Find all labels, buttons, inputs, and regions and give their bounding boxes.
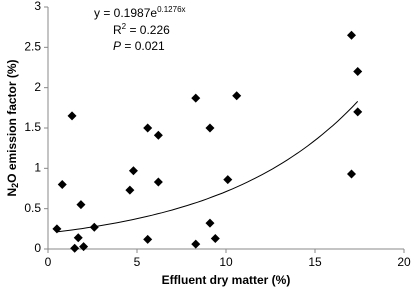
p-symbol: P <box>113 39 121 53</box>
point <box>223 175 233 185</box>
y-tick-label: 2.5 <box>24 40 41 54</box>
p-rest: = 0.021 <box>121 39 165 53</box>
r2-base: R <box>113 23 122 37</box>
y-axis-label: N2O emission factor (%) <box>5 59 20 196</box>
x-axis-label: Effluent dry matter (%) <box>162 273 291 287</box>
equation-base: y = 0.1987e <box>94 6 157 20</box>
y-tick-label: 0 <box>34 241 41 255</box>
r2-sup: 2 <box>122 22 127 31</box>
point <box>205 218 215 228</box>
point <box>57 179 67 189</box>
point <box>67 111 77 121</box>
y-tick-label: 0.5 <box>24 201 41 215</box>
point <box>79 242 89 252</box>
point <box>73 233 83 243</box>
point <box>232 91 242 101</box>
point <box>89 222 99 232</box>
y-label-rest: O emission factor (%) <box>5 59 19 182</box>
point <box>128 166 138 176</box>
x-tick-label: 5 <box>134 255 141 269</box>
y-tick-label: 1.5 <box>24 120 41 134</box>
point <box>143 123 153 133</box>
point <box>153 130 163 140</box>
x-tick-label: 0 <box>45 255 52 269</box>
y-label-main: N <box>5 188 19 197</box>
point <box>125 185 135 195</box>
point <box>191 93 201 103</box>
y-tick-label: 3 <box>34 0 41 13</box>
point <box>210 234 220 244</box>
y-label-sub: 2 <box>10 183 20 188</box>
point <box>70 243 80 253</box>
point <box>346 169 356 179</box>
p-value: P = 0.021 <box>113 39 165 53</box>
trendline <box>56 101 359 233</box>
point <box>52 224 62 234</box>
point <box>353 107 363 117</box>
y-tick-label: 1 <box>34 161 41 175</box>
x-tick-label: 15 <box>308 255 322 269</box>
point <box>153 177 163 187</box>
point <box>76 200 86 210</box>
y-tick-label: 2 <box>34 80 41 94</box>
point <box>205 123 215 133</box>
equation-exponent: 0.1276x <box>157 5 185 14</box>
r-squared: R2 = 0.226 <box>113 22 170 37</box>
point <box>191 239 201 249</box>
equation: y = 0.1987e0.1276x <box>94 5 186 20</box>
x-tick-label: 10 <box>219 255 233 269</box>
point <box>353 67 363 77</box>
x-tick-label: 20 <box>397 255 411 269</box>
point <box>143 234 153 244</box>
point <box>346 30 356 40</box>
r2-rest: = 0.226 <box>126 23 170 37</box>
